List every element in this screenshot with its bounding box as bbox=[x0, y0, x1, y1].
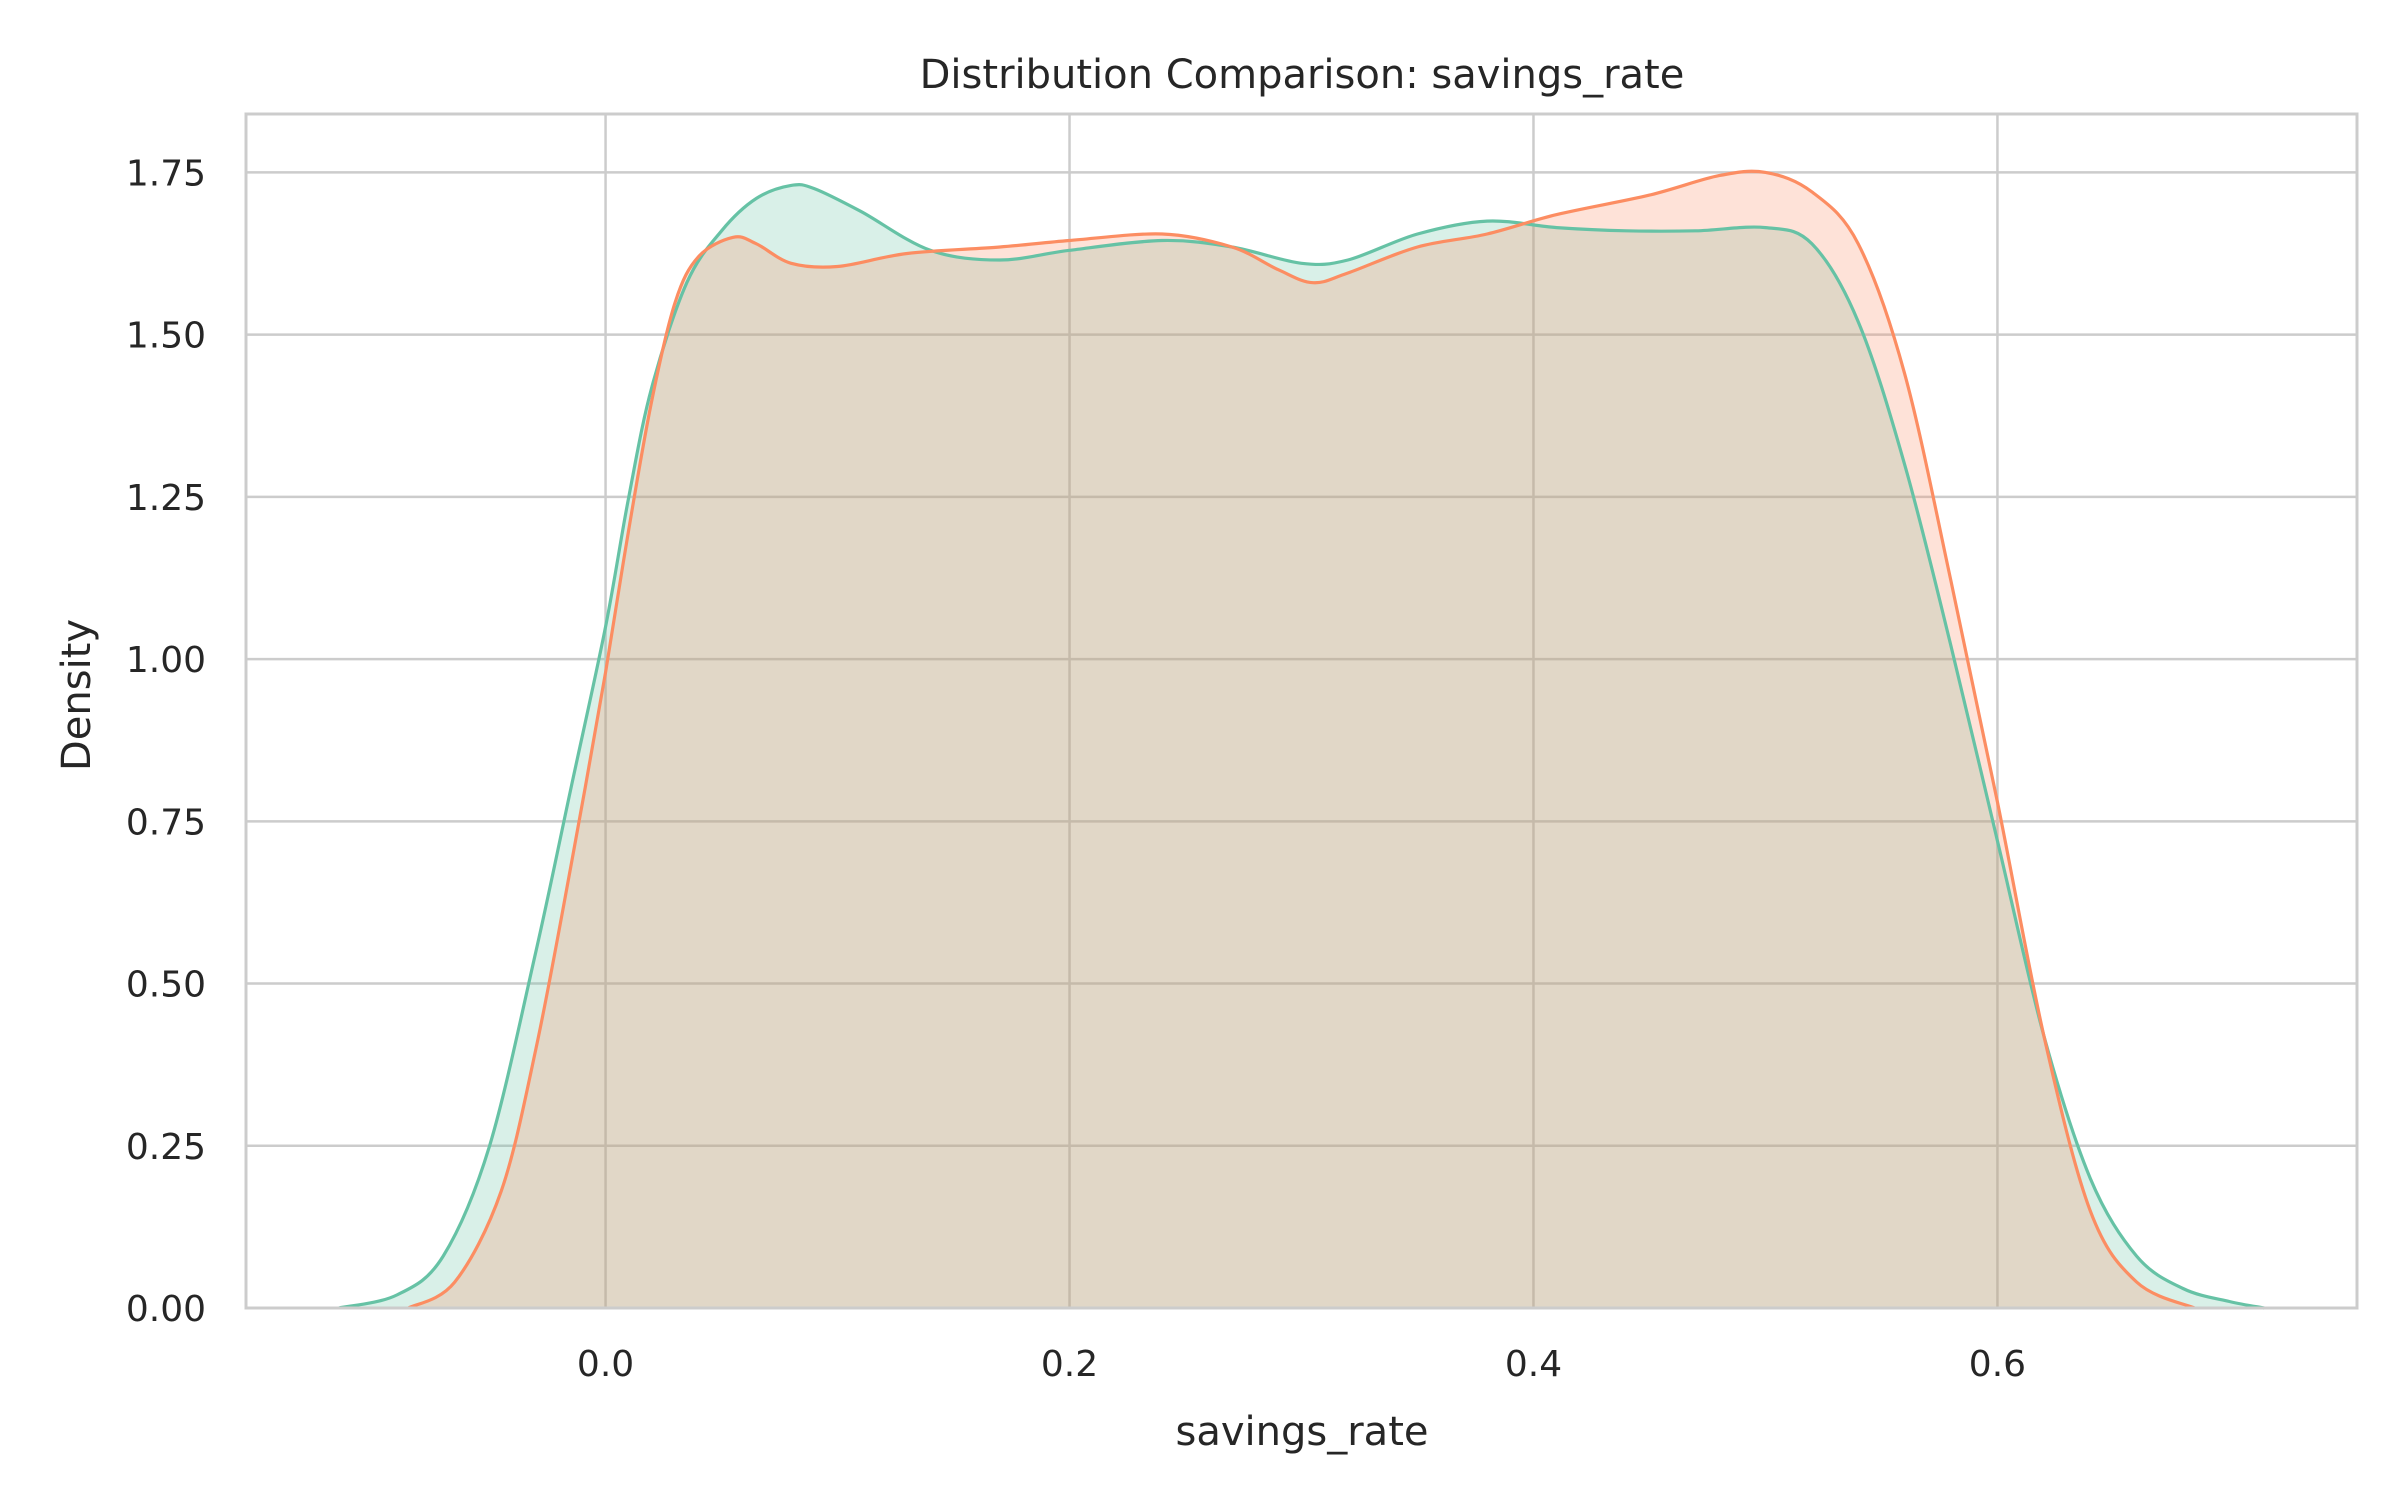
x-axis-label: savings_rate bbox=[1176, 1409, 1429, 1455]
y-ticks: 0.00 0.25 0.50 0.75 1.00 1.25 1.50 1.75 bbox=[126, 153, 206, 1330]
x-tick-label: 0.2 bbox=[1041, 1344, 1098, 1385]
y-tick-label: 0.75 bbox=[126, 802, 206, 843]
x-tick-label: 0.6 bbox=[1969, 1344, 2026, 1385]
x-tick-label: 0.4 bbox=[1505, 1344, 1562, 1385]
y-tick-label: 1.00 bbox=[126, 640, 206, 681]
x-tick-label: 0.0 bbox=[577, 1344, 634, 1385]
chart-title: Distribution Comparison: savings_rate bbox=[920, 52, 1685, 98]
y-tick-label: 1.75 bbox=[126, 153, 206, 194]
series-2-area bbox=[408, 171, 2195, 1309]
x-ticks: 0.0 0.2 0.4 0.6 bbox=[577, 1344, 2026, 1385]
series-layer bbox=[338, 169, 2265, 1310]
series-2-line bbox=[407, 169, 2196, 1310]
series-1-area bbox=[338, 184, 2265, 1308]
y-tick-label: 0.25 bbox=[126, 1127, 206, 1168]
plot-frame bbox=[244, 112, 2359, 1310]
y-tick-label: 1.50 bbox=[126, 316, 206, 357]
y-tick-label: 0.50 bbox=[126, 965, 206, 1006]
y-axis-label: Density bbox=[54, 619, 100, 771]
series-1-line bbox=[338, 182, 2265, 1310]
y-tick-label: 0.00 bbox=[126, 1289, 206, 1330]
y-tick-label: 1.25 bbox=[126, 478, 206, 519]
